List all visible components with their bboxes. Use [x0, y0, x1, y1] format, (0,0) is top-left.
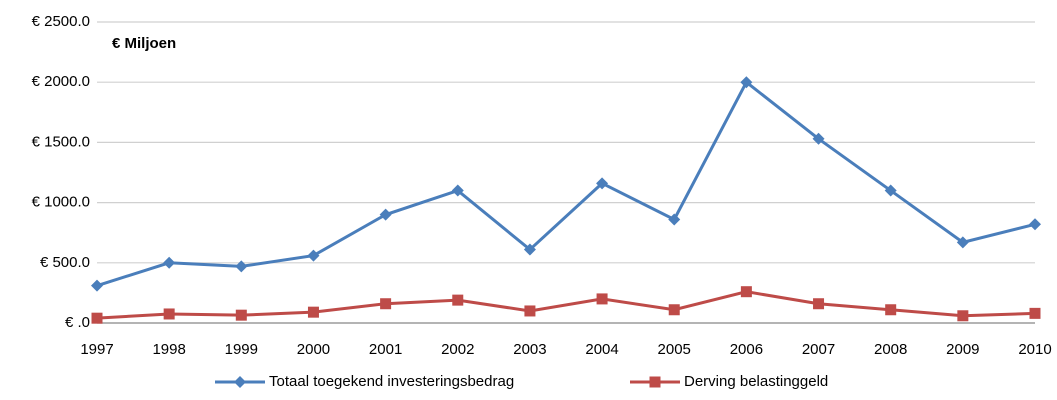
x-tick-label: 2008	[874, 341, 907, 358]
data-point	[740, 76, 753, 89]
series-line	[96, 290, 1036, 320]
x-tick-label: 2006	[730, 341, 763, 358]
data-point	[668, 304, 680, 316]
y-tick-label: € 500.0	[40, 254, 90, 271]
x-tick-label: 2005	[658, 341, 691, 358]
x-tick-label: 1997	[80, 341, 113, 358]
x-tick-label: 1998	[152, 341, 185, 358]
x-tick-label: 2003	[513, 341, 546, 358]
x-tick-label: 2002	[441, 341, 474, 358]
data-point	[235, 260, 248, 273]
data-point	[668, 213, 681, 226]
x-tick-label: 2004	[585, 341, 618, 358]
data-point	[452, 294, 464, 306]
data-point	[956, 236, 969, 249]
data-point	[885, 304, 897, 316]
x-tick-label: 2009	[946, 341, 979, 358]
data-point	[91, 279, 103, 292]
data-point	[163, 308, 175, 320]
data-point	[163, 256, 176, 269]
legend-label: Derving belastinggeld	[684, 373, 828, 390]
data-point	[235, 309, 247, 321]
data-point	[812, 132, 825, 145]
y-tick-label: € 1000.0	[32, 194, 90, 211]
data-point	[813, 298, 825, 310]
data-point	[596, 293, 608, 305]
y-tick-label: € 2000.0	[32, 73, 90, 90]
x-tick-label: 2007	[802, 341, 835, 358]
data-point	[380, 298, 392, 310]
data-point	[379, 208, 392, 221]
x-tick-label: 2000	[297, 341, 330, 358]
legend-marker	[649, 376, 661, 388]
y-tick-label: € .0	[65, 314, 90, 331]
legend-label: Totaal toegekend investeringsbedrag	[269, 373, 514, 390]
y-tick-label: € 2500.0	[32, 13, 90, 30]
data-point	[307, 306, 319, 318]
data-point	[596, 177, 609, 190]
data-point	[451, 184, 464, 197]
y-tick-label: € 1500.0	[32, 133, 90, 150]
data-point	[1029, 218, 1041, 231]
data-point	[740, 286, 752, 298]
x-tick-label: 2010	[1018, 341, 1051, 358]
data-point	[884, 184, 897, 197]
series-line	[96, 79, 1036, 288]
data-point	[957, 310, 969, 322]
annotation: € Miljoen	[112, 35, 176, 52]
data-point	[1029, 307, 1041, 319]
x-tick-label: 1999	[225, 341, 258, 358]
data-point	[524, 305, 536, 317]
x-tick-label: 2001	[369, 341, 402, 358]
data-point	[523, 243, 536, 256]
data-point	[307, 249, 320, 262]
data-point	[91, 312, 103, 324]
legend-marker	[234, 376, 246, 388]
